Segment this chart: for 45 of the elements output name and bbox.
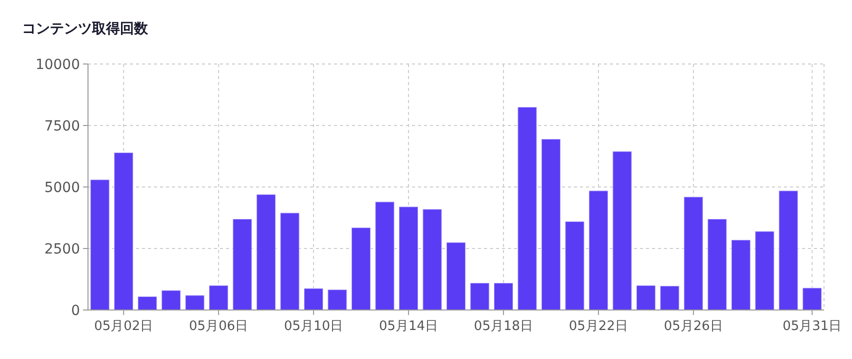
bar <box>588 190 608 310</box>
y-tick-label: 7500 <box>44 118 80 134</box>
bar <box>446 242 466 310</box>
bar <box>683 196 704 310</box>
x-tick-label: 05月02日 <box>94 319 154 334</box>
bar <box>90 179 110 310</box>
bar <box>374 201 395 310</box>
bar <box>636 284 656 310</box>
bar <box>304 288 324 310</box>
bar <box>351 227 372 310</box>
bar <box>540 138 561 310</box>
bar <box>493 282 514 310</box>
bar <box>778 190 798 310</box>
bar <box>517 106 538 310</box>
bar <box>161 290 182 310</box>
bar <box>707 218 728 310</box>
bar <box>232 218 252 310</box>
bar <box>612 150 632 310</box>
x-tick-label: 05月18日 <box>474 319 534 334</box>
y-tick-label: 10000 <box>35 56 80 73</box>
x-tick-label: 05月06日 <box>189 319 248 334</box>
bar <box>114 152 134 310</box>
y-tick-label: 5000 <box>44 180 80 196</box>
bar <box>398 206 419 310</box>
x-tick-label: 05月31日 <box>782 319 842 334</box>
bar <box>137 296 158 310</box>
bar <box>564 220 585 310</box>
bar <box>660 285 680 310</box>
bar <box>470 282 490 310</box>
x-tick-label: 05月14日 <box>378 319 438 334</box>
bar <box>730 239 751 310</box>
bar <box>208 284 229 310</box>
bar <box>422 208 442 310</box>
y-tick-label: 2500 <box>44 241 80 258</box>
x-tick-label: 05月10日 <box>284 319 344 334</box>
bar <box>184 294 205 310</box>
bar <box>327 289 348 310</box>
x-tick-label: 05月26日 <box>664 319 723 334</box>
bar <box>256 194 276 310</box>
bar <box>754 230 775 310</box>
bar <box>802 287 822 310</box>
x-tick-label: 05月22日 <box>568 319 628 334</box>
bar <box>280 212 300 310</box>
chart-title: コンテンツ取得回数 <box>22 21 149 37</box>
y-tick-label: 0 <box>71 302 80 319</box>
